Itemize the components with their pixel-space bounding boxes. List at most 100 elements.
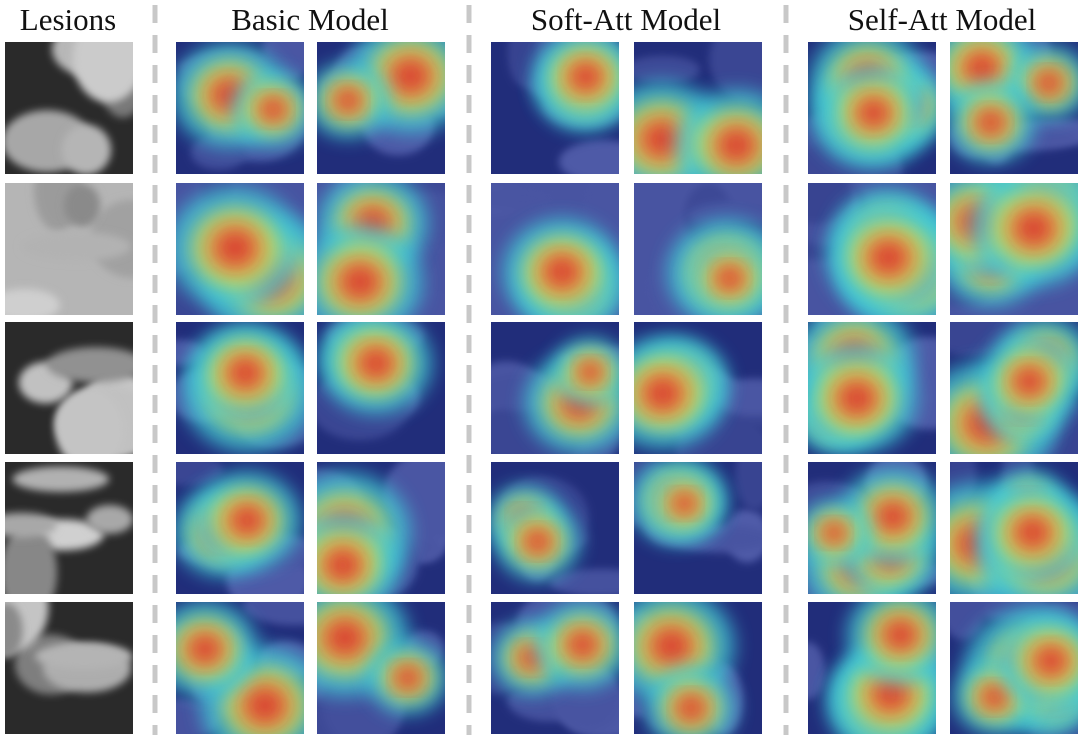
tissue — [5, 512, 57, 538]
column-header: Basic Model — [231, 2, 389, 37]
image-content — [317, 322, 445, 454]
heat-blob — [190, 635, 220, 663]
tissue — [86, 505, 133, 534]
attention-map — [176, 183, 304, 315]
attention-map — [491, 602, 619, 734]
attention-map — [176, 322, 304, 454]
lesion-image — [5, 42, 133, 174]
image-content — [950, 602, 1078, 734]
heat-blob — [983, 686, 1006, 708]
heat-blob — [1016, 212, 1052, 245]
tissue — [72, 42, 133, 103]
column-header: Soft-Att Model — [531, 2, 721, 37]
attention-map — [950, 322, 1078, 454]
heat-blob — [360, 349, 392, 378]
tissue — [61, 124, 112, 174]
heat-blob — [718, 267, 742, 289]
heat-blob — [1036, 647, 1066, 674]
image-content — [808, 42, 936, 174]
image-content — [317, 42, 445, 174]
image-content — [176, 322, 304, 454]
attention-map — [808, 462, 936, 594]
attention-map — [950, 462, 1078, 594]
tissue — [21, 231, 131, 262]
heat-blob — [247, 689, 283, 722]
column-header: Self-Att Model — [848, 2, 1037, 37]
lesion-image — [5, 602, 133, 734]
attention-map — [176, 602, 304, 734]
heat-blob — [571, 63, 600, 90]
attention-map — [491, 322, 619, 454]
heat-blob — [719, 130, 754, 161]
heat-blob — [674, 494, 695, 513]
tissue — [34, 642, 133, 670]
heat-blob — [545, 257, 578, 287]
image-content — [634, 183, 762, 315]
image-content — [5, 322, 133, 454]
tissue — [12, 466, 110, 492]
attention-map — [950, 42, 1078, 174]
attention-map — [950, 602, 1078, 734]
image-content — [634, 42, 762, 174]
heat-blob — [885, 621, 916, 649]
heat-blob — [342, 266, 378, 298]
lesion-image — [5, 322, 133, 454]
attention-map — [634, 462, 762, 594]
heat-blob — [678, 696, 704, 720]
tissue — [5, 602, 23, 659]
attention-map — [808, 602, 936, 734]
attention-map — [808, 183, 936, 315]
lesion-image — [5, 183, 133, 315]
image-content — [317, 602, 445, 734]
image-content — [950, 322, 1078, 454]
heat-blob — [327, 622, 363, 654]
column-header: Lesions — [20, 2, 116, 37]
image-content — [317, 183, 445, 315]
heat-blob — [232, 506, 262, 534]
tissue — [64, 183, 101, 228]
image-content — [491, 42, 619, 174]
image-content — [176, 183, 304, 315]
heat-blob — [525, 530, 550, 553]
attention-map — [634, 322, 762, 454]
image-content — [491, 322, 619, 454]
attention-map — [317, 42, 445, 174]
heat-blob — [644, 123, 680, 156]
image-content — [5, 42, 133, 174]
attention-map — [634, 602, 762, 734]
heat-blob — [579, 362, 601, 382]
attention-map — [950, 183, 1078, 315]
heat-blob — [654, 630, 689, 662]
heat-blob — [569, 632, 596, 657]
attention-map — [808, 42, 936, 174]
attention-map — [808, 322, 936, 454]
image-content — [491, 602, 619, 734]
heat-blob — [859, 99, 889, 127]
image-content — [176, 602, 304, 734]
heat-blob — [327, 550, 359, 580]
heat-blob — [874, 679, 907, 709]
heat-blob — [1017, 518, 1048, 547]
tissue — [5, 525, 58, 594]
attention-map — [634, 42, 762, 174]
lesion-image — [5, 462, 133, 594]
attention-map — [491, 183, 619, 315]
heat-blob — [393, 60, 428, 92]
image-content — [808, 462, 936, 594]
attention-map — [317, 602, 445, 734]
image-content — [176, 42, 304, 174]
attention-map — [634, 183, 762, 315]
image-content — [5, 602, 133, 734]
attention-map — [317, 462, 445, 594]
attention-map — [317, 183, 445, 315]
attention-map — [176, 462, 304, 594]
heat-blob — [396, 667, 419, 688]
tissue — [55, 389, 123, 454]
attention-map — [491, 42, 619, 174]
image-content — [5, 462, 133, 594]
image-content — [491, 462, 619, 594]
heat-blob — [261, 98, 285, 120]
heat-blob — [824, 523, 845, 543]
